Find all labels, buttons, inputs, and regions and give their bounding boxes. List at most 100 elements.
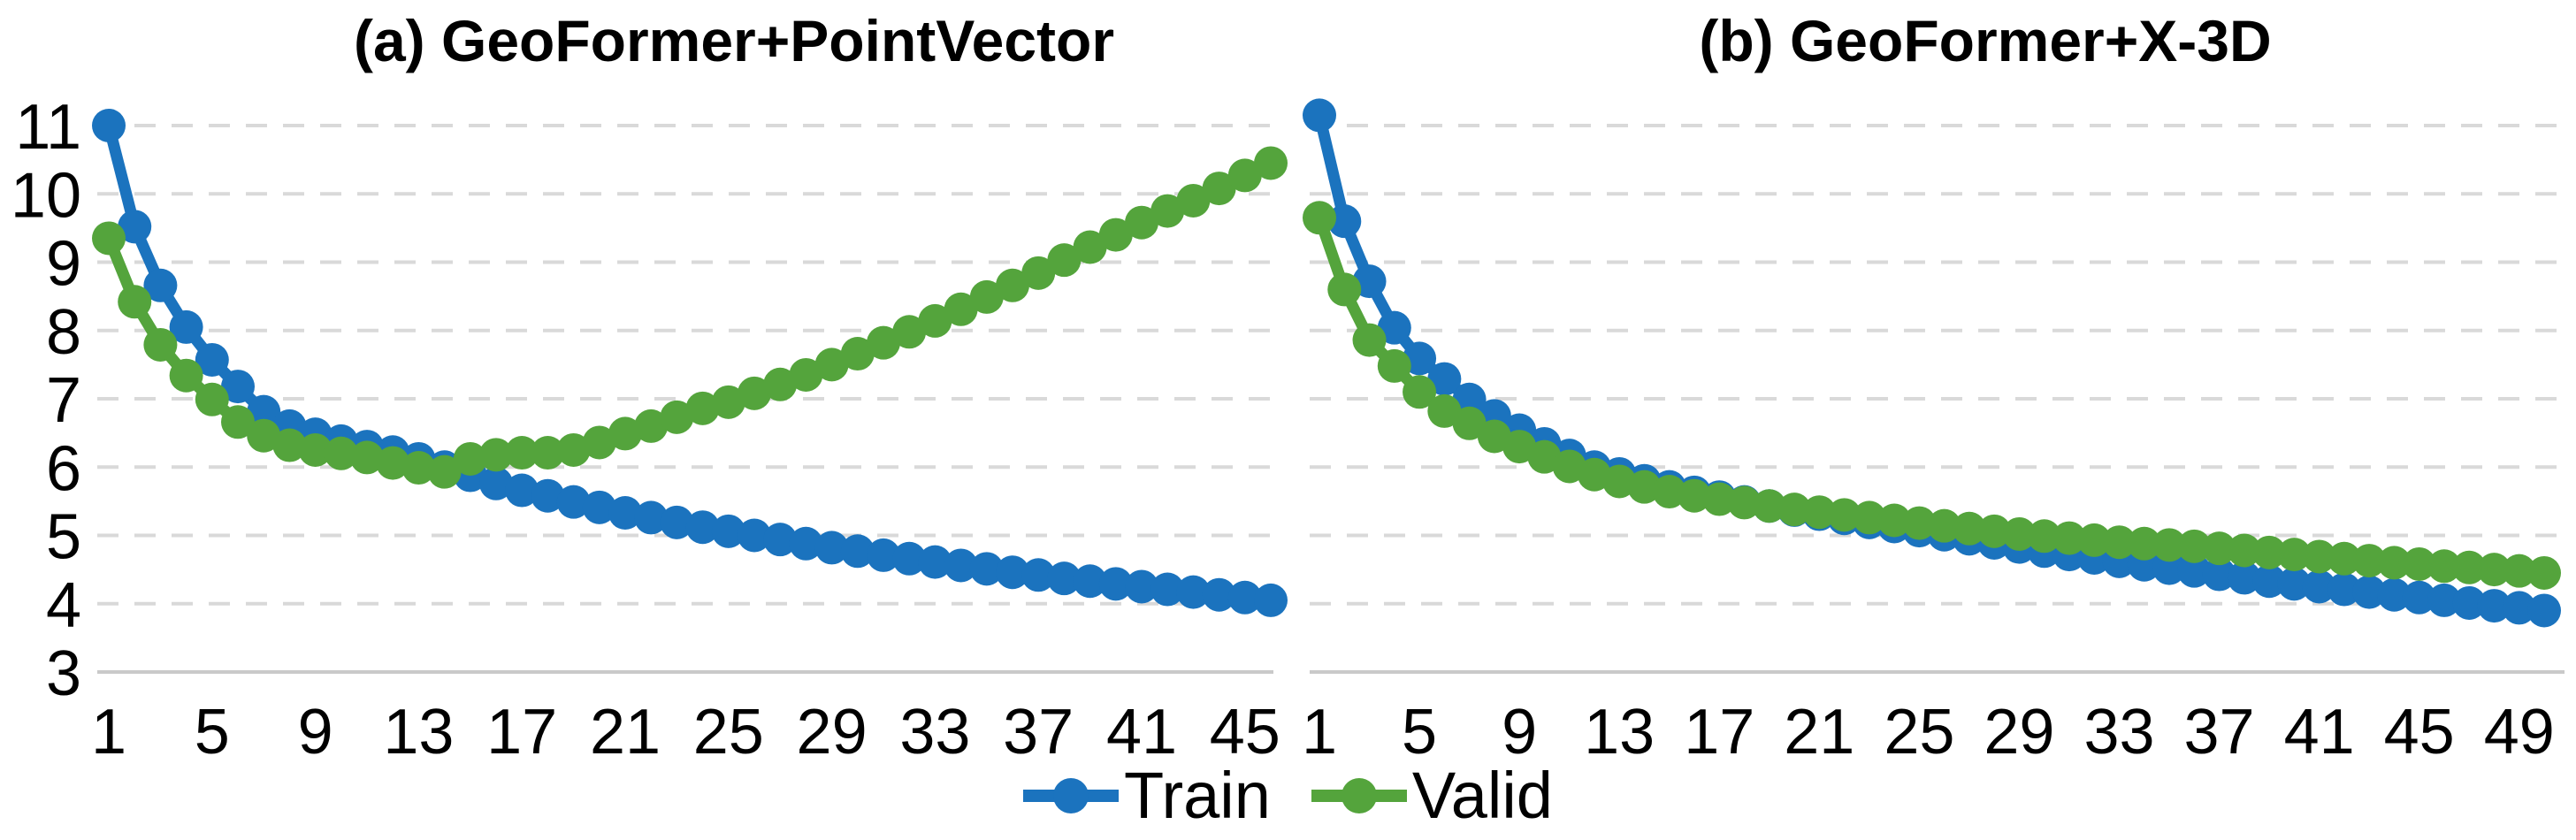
chart-b-valid-marker xyxy=(1802,495,1837,530)
chart-a-y-tick-label-9: 9 xyxy=(46,229,81,300)
chart-b-train-marker xyxy=(2502,591,2536,625)
chart-a-y-tick-label-10: 10 xyxy=(11,160,81,231)
chart-a-train-marker xyxy=(892,541,927,576)
chart-a-valid-marker xyxy=(763,367,798,401)
chart-b-valid-marker xyxy=(2202,531,2236,566)
chart-a-train-marker xyxy=(143,268,178,302)
chart-b-valid-marker xyxy=(1777,493,1812,527)
chart-b-valid-marker xyxy=(1977,514,2012,548)
chart-b-train-marker xyxy=(2327,572,2361,607)
chart-b-valid-marker xyxy=(2402,546,2436,581)
chart-a-x-tick-label-25: 25 xyxy=(693,697,764,767)
chart-b-valid-marker xyxy=(1752,489,1786,523)
chart-a-train-marker xyxy=(711,514,745,548)
chart-a-valid-marker xyxy=(1176,183,1211,218)
chart-b-train-marker xyxy=(2177,554,2212,588)
chart-b-train-marker xyxy=(1327,204,1362,239)
chart-a-title: (a) GeoFormer+PointVector xyxy=(353,8,1115,73)
chart-b-valid-marker xyxy=(2227,533,2261,568)
chart-a-train-marker xyxy=(118,210,152,244)
chart-a-valid-marker xyxy=(427,454,462,489)
chart-a-train-marker xyxy=(840,534,875,569)
chart-a-valid-marker xyxy=(1202,172,1236,206)
chart-a-valid-marker xyxy=(582,425,616,460)
chart-b-valid-marker xyxy=(1352,323,1387,357)
valid-line-swatch xyxy=(1311,778,1407,813)
chart-b-valid-marker xyxy=(1427,393,1462,428)
chart-a-valid-marker xyxy=(996,268,1029,302)
chart-a-train-marker xyxy=(1021,558,1056,592)
chart-b-train-marker xyxy=(2377,577,2412,612)
chart-a-train-marker xyxy=(867,538,900,572)
chart-a-y-tick-label-6: 6 xyxy=(46,433,81,504)
chart-b-train-marker xyxy=(2452,585,2487,620)
chart-b-valid-marker xyxy=(1403,375,1437,409)
chart-b-valid-marker xyxy=(1677,478,1711,513)
chart-a-valid-marker xyxy=(401,451,436,485)
chart-a-train-marker xyxy=(1202,577,1236,612)
chart-a-valid-marker xyxy=(92,221,126,256)
chart-a-valid-marker xyxy=(608,416,642,451)
chart-b-valid-marker xyxy=(1727,485,1762,520)
chart-b-train-marker xyxy=(1452,382,1487,416)
chart-a-y-tick-label-3: 3 xyxy=(46,638,81,709)
chart-a-train-marker xyxy=(789,526,823,561)
chart-a-valid-marker xyxy=(221,405,255,439)
chart-b-valid-marker xyxy=(1303,201,1336,235)
chart-b-valid-marker xyxy=(1702,482,1737,516)
chart-b-train-marker xyxy=(1427,362,1462,396)
chart-b-valid-marker xyxy=(2327,541,2361,576)
chart-a-train-marker xyxy=(479,466,513,500)
chart-a-train-marker xyxy=(1073,564,1107,599)
chart-b-valid-marker xyxy=(1602,464,1637,499)
legend: Train Valid xyxy=(0,752,2576,840)
chart-a-y-tick-label-7: 7 xyxy=(46,365,81,436)
chart-b-valid-marker xyxy=(1827,498,1861,532)
chart-a-train-marker xyxy=(738,518,771,553)
chart-a-y-tick-label-4: 4 xyxy=(46,570,81,641)
chart-a-train-marker xyxy=(608,496,642,531)
chart-a-train-marker xyxy=(1176,575,1211,609)
chart-b-valid-marker xyxy=(2377,546,2412,580)
chart-a-x-tick-label-29: 29 xyxy=(797,697,868,767)
chart-b-train-marker xyxy=(2302,569,2336,604)
chart-a-x-tick-label-33: 33 xyxy=(899,697,970,767)
chart-a-valid-marker xyxy=(169,358,203,393)
chart-a-valid-marker xyxy=(1125,205,1158,240)
chart-a-valid-marker xyxy=(1047,243,1082,278)
chart-a-valid-marker xyxy=(1254,146,1288,180)
chart-a-valid-marker xyxy=(660,400,694,434)
chart-a-x-tick-label-45: 45 xyxy=(1210,697,1280,767)
chart-a-valid-marker xyxy=(634,409,669,443)
chart-b-x-tick-label-5: 5 xyxy=(1402,697,1437,767)
chart-a-valid-marker xyxy=(789,357,823,392)
chart-a-train-marker xyxy=(634,500,669,535)
chart-a-valid-marker xyxy=(1098,218,1133,252)
chart-a-train-marker xyxy=(1098,567,1133,601)
chart-b-valid-marker xyxy=(2127,526,2161,561)
chart-b-train-marker xyxy=(1377,310,1411,345)
chart-b-title: (b) GeoFormer+X-3D xyxy=(1699,8,2272,73)
chart-a-train-marker xyxy=(918,545,952,579)
chart-b-x-tick-label-25: 25 xyxy=(1884,697,1954,767)
train-line-swatch xyxy=(1023,778,1120,813)
chart-a-train-marker xyxy=(685,510,720,545)
chart-a-train-marker xyxy=(92,109,126,142)
chart-b-x-tick-label-37: 37 xyxy=(2184,697,2255,767)
chart-b-valid-marker xyxy=(1902,506,1937,540)
chart-b-valid-marker xyxy=(1377,348,1411,383)
chart-b-valid-marker xyxy=(2052,521,2086,555)
chart-a-valid-marker xyxy=(118,285,152,319)
chart-a-train-marker xyxy=(195,342,229,377)
chart-b-valid-marker xyxy=(2277,538,2312,572)
chart-a-valid-marker xyxy=(685,391,720,425)
chart-a-valid-marker xyxy=(814,347,849,382)
chart-b-valid-marker xyxy=(2352,544,2387,578)
chart-a-train-marker xyxy=(969,552,1004,586)
chart-b-x-tick-label-21: 21 xyxy=(1784,697,1854,767)
chart-b-valid-marker xyxy=(2252,535,2287,569)
chart-a-valid-marker xyxy=(944,292,978,326)
chart-a-valid-marker xyxy=(1150,194,1185,228)
